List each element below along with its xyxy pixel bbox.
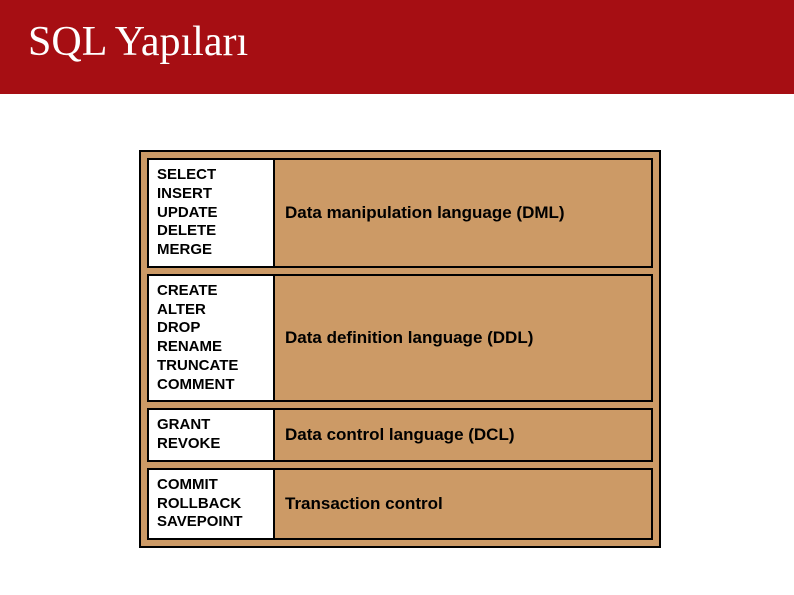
- title-bar: SQL Yapıları: [0, 0, 794, 94]
- table-row: COMMIT ROLLBACK SAVEPOINT Transaction co…: [147, 468, 653, 540]
- label-cell: Data control language (DCL): [275, 408, 653, 462]
- commands-cell: COMMIT ROLLBACK SAVEPOINT: [147, 468, 275, 540]
- label-cell: Data definition language (DDL): [275, 274, 653, 403]
- sql-categories-table: SELECT INSERT UPDATE DELETE MERGE Data m…: [139, 150, 661, 548]
- table-row: SELECT INSERT UPDATE DELETE MERGE Data m…: [147, 158, 653, 268]
- table-row: CREATE ALTER DROP RENAME TRUNCATE COMMEN…: [147, 274, 653, 403]
- commands-cell: GRANT REVOKE: [147, 408, 275, 462]
- commands-cell: CREATE ALTER DROP RENAME TRUNCATE COMMEN…: [147, 274, 275, 403]
- commands-cell: SELECT INSERT UPDATE DELETE MERGE: [147, 158, 275, 268]
- label-cell: Transaction control: [275, 468, 653, 540]
- table-row: GRANT REVOKE Data control language (DCL): [147, 408, 653, 462]
- page-title: SQL Yapıları: [28, 19, 248, 65]
- slide: SQL Yapıları SELECT INSERT UPDATE DELETE…: [0, 0, 794, 595]
- label-cell: Data manipulation language (DML): [275, 158, 653, 268]
